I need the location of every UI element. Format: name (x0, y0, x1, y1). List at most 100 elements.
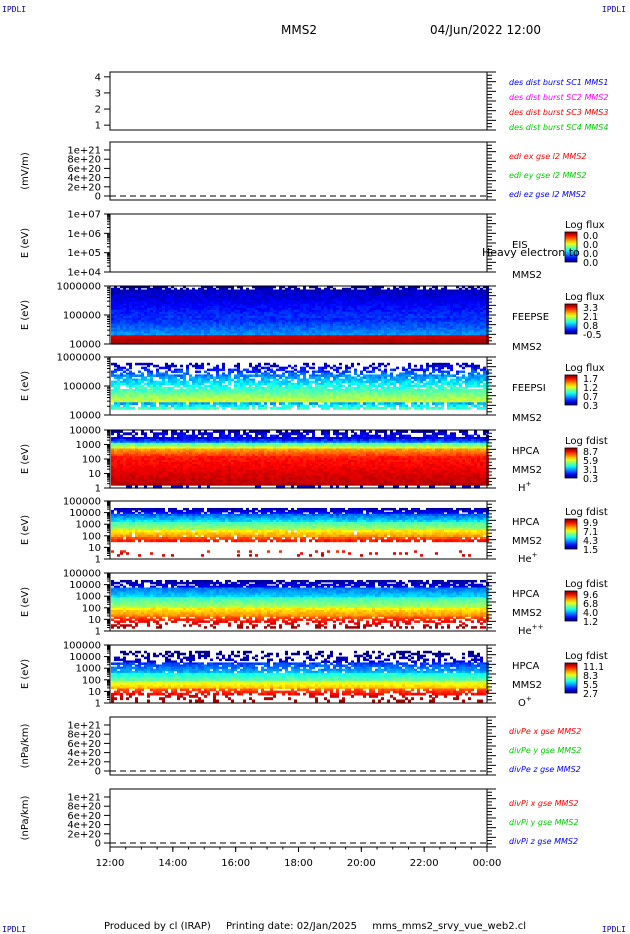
heatmap-cell (288, 286, 291, 289)
heatmap-cell (201, 297, 204, 301)
heatmap-cell (144, 323, 147, 327)
heatmap-cell (336, 337, 339, 341)
heatmap-cell (165, 295, 168, 299)
heatmap-cell (162, 331, 165, 334)
heatmap-cell (261, 295, 264, 299)
heatmap-cell (285, 291, 288, 295)
heatmap-cell (123, 293, 126, 297)
heatmap-cell (291, 307, 294, 311)
heatmap-cell (198, 325, 201, 329)
heatmap-cell (156, 335, 159, 339)
heatmap-cell (129, 406, 132, 410)
heatmap-cell (333, 311, 336, 315)
heatmap-cell (243, 333, 246, 336)
heatmap-cell (174, 331, 177, 334)
heatmap-cell (306, 370, 309, 374)
heatmap-cell (246, 335, 249, 339)
heatmap-cell (192, 321, 195, 325)
heatmap-cell (165, 299, 168, 303)
heatmap-cell (279, 307, 282, 311)
heatmap-cell (129, 327, 132, 331)
heatmap-cell (357, 335, 360, 339)
heatmap-cell (273, 329, 276, 333)
heatmap-cell (141, 311, 144, 315)
heatmap-cell (183, 301, 186, 305)
heatmap-cell (180, 323, 183, 327)
heatmap-cell (174, 325, 177, 329)
heatmap-cell (363, 327, 366, 331)
heatmap-cell (258, 327, 261, 331)
heatmap-cell (132, 325, 135, 329)
heatmap-cell (138, 335, 141, 339)
heatmap-cell (297, 297, 300, 301)
heatmap-cell (183, 305, 186, 309)
heatmap-cell (120, 289, 123, 293)
heatmap-cell (195, 289, 198, 293)
heatmap-cell (123, 329, 126, 333)
heatmap-cell (363, 341, 366, 345)
heatmap-cell (345, 339, 348, 343)
heatmap-cell (114, 286, 117, 289)
heatmap-cell (237, 295, 240, 299)
heatmap-cell (135, 295, 138, 299)
heatmap-cell (210, 307, 213, 311)
heatmap-cell (276, 291, 279, 295)
heatmap-cell (165, 382, 168, 386)
heatmap-cell (264, 299, 267, 303)
heatmap-cell (276, 311, 279, 315)
heatmap-cell (117, 289, 120, 293)
heatmap-cell (330, 339, 333, 343)
heatmap-cell (336, 303, 339, 307)
heatmap-cell (195, 309, 198, 313)
heatmap-cell (357, 303, 360, 307)
heatmap-cell (231, 378, 234, 382)
heatmap-cell (216, 297, 219, 301)
heatmap-cell (129, 291, 132, 295)
heatmap-cell (210, 331, 213, 334)
heatmap-cell (195, 323, 198, 327)
heatmap-cell (189, 301, 192, 305)
heatmap-cell (324, 311, 327, 315)
heatmap-cell (351, 321, 354, 325)
heatmap-cell (219, 299, 222, 303)
heatmap-cell (315, 311, 318, 315)
heatmap-cell (171, 370, 174, 374)
heatmap-cell (267, 327, 270, 331)
heatmap-cell (216, 327, 219, 331)
heatmap-cell (225, 337, 228, 341)
heatmap-cell (360, 301, 363, 305)
heatmap-cell (261, 303, 264, 307)
heatmap-cell (231, 307, 234, 311)
heatmap-cell (333, 331, 336, 334)
heatmap-cell (144, 307, 147, 311)
heatmap-cell (357, 333, 360, 336)
heatmap-cell (222, 289, 225, 293)
heatmap-cell (279, 291, 282, 295)
heatmap-cell (204, 295, 207, 299)
heatmap-cell (135, 289, 138, 293)
heatmap-cell (156, 341, 159, 345)
heatmap-cell (246, 321, 249, 325)
heatmap-cell (240, 315, 243, 319)
heatmap-cell (219, 329, 222, 333)
heatmap-cell (270, 339, 273, 343)
heatmap-cell (189, 362, 192, 366)
heatmap-cell (138, 313, 141, 317)
heatmap-cell (195, 331, 198, 334)
heatmap-cell (291, 293, 294, 297)
heatmap-cell (159, 313, 162, 317)
heatmap-cell (267, 400, 270, 403)
heatmap-cell (288, 339, 291, 343)
y-tick-label: 1e+07 (67, 210, 101, 221)
heatmap-cell (150, 293, 153, 297)
heatmap-cell (186, 303, 189, 307)
heatmap-cell (201, 337, 204, 341)
heatmap-cell (177, 313, 180, 317)
heatmap-cell (249, 291, 252, 295)
heatmap-cell (156, 406, 159, 410)
heatmap-cell (219, 368, 222, 372)
heatmap-cell (213, 325, 216, 329)
heatmap-cell (228, 323, 231, 327)
heatmap-cell (207, 323, 210, 327)
heatmap-cell (312, 293, 315, 297)
